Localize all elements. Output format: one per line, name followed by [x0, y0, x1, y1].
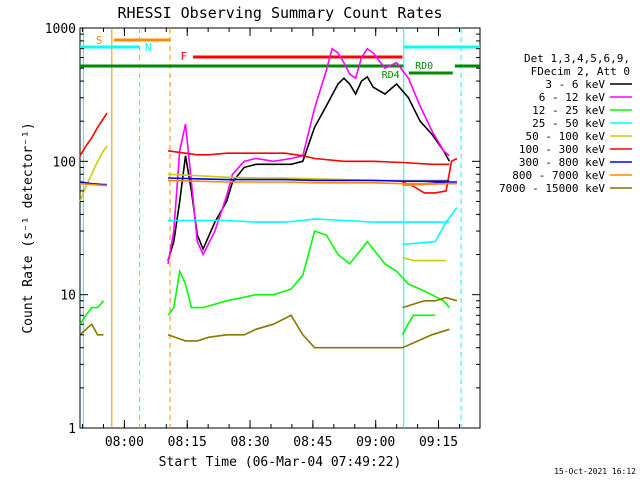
x-tick-label: 08:00 — [105, 435, 144, 450]
series-line-1-0 — [167, 47, 450, 265]
flag-bars: S N F RD4 RD0 — [80, 28, 480, 428]
x-tick-label: 09:15 — [419, 435, 458, 450]
series-line-8-2 — [402, 296, 458, 309]
series-line-4-2 — [402, 256, 447, 262]
flag-n-label: N — [145, 41, 152, 54]
legend-label-0: 3 - 6 keV — [545, 78, 605, 91]
series-line-3-1 — [402, 207, 458, 245]
legend-header-1: FDecim 2, Att 0 — [531, 65, 630, 78]
flag-rd4-label: RD4 — [382, 70, 400, 81]
series-line-7-0 — [79, 182, 107, 187]
series-line-7-2 — [402, 182, 457, 187]
x-tick-label: 09:00 — [356, 435, 395, 450]
series-line-8-0 — [79, 322, 104, 336]
legend-label-5: 100 - 300 keV — [519, 143, 605, 156]
plot-frame — [79, 27, 481, 429]
series-layer — [79, 47, 458, 349]
y-tick-label: 10 — [60, 289, 76, 304]
y-axis-label: Count Rate (s⁻¹ detector⁻¹) — [21, 122, 36, 333]
flag-f-label: F — [181, 50, 188, 63]
x-axis-label: Start Time (06-Mar-04 07:49:22) — [159, 455, 402, 470]
series-line-5-1 — [167, 150, 450, 166]
series-line-0-0 — [167, 75, 451, 261]
series-line-2-2 — [401, 314, 436, 336]
flag-s-label: S — [96, 34, 103, 47]
y-tick-label: 1000 — [45, 22, 76, 37]
y-tick-label: 100 — [53, 155, 76, 170]
legend-label-1: 6 - 12 keV — [539, 91, 606, 104]
series-line-6-1 — [167, 177, 450, 182]
series-line-3-0 — [168, 218, 450, 223]
series-line-2-0 — [79, 300, 105, 325]
legend-label-3: 25 - 50 keV — [532, 117, 605, 130]
legend: Det 1,3,4,5,6,9,FDecim 2, Att 03 - 6 keV… — [499, 52, 632, 195]
legend-label-7: 800 - 7000 keV — [512, 169, 605, 182]
series-line-7-1 — [167, 179, 450, 185]
legend-label-6: 300 - 800 keV — [519, 156, 605, 169]
legend-label-8: 7000 - 15000 keV — [499, 182, 605, 195]
y-tick-label: 1 — [68, 422, 76, 437]
legend-label-4: 50 - 100 keV — [526, 130, 606, 143]
x-tick-label: 08:30 — [230, 435, 269, 450]
x-tick-label: 08:45 — [293, 435, 332, 450]
series-line-5-2 — [402, 157, 458, 194]
series-line-2-1 — [167, 230, 451, 316]
legend-label-2: 12 - 25 keV — [532, 104, 605, 117]
chart-title: RHESSI Observing Summary Count Rates — [117, 4, 442, 22]
footer-date: 15-Oct-2021 16:12 — [554, 467, 636, 476]
series-line-4-0 — [79, 145, 108, 202]
x-tick-label: 08:15 — [168, 435, 207, 450]
legend-header-0: Det 1,3,4,5,6,9, — [524, 52, 630, 65]
series-line-6-0 — [79, 181, 107, 186]
flag-rd0-label: RD0 — [415, 61, 433, 72]
series-line-8-1 — [167, 314, 450, 349]
series-line-5-0 — [79, 112, 108, 157]
axes: 1 10 100 1000 08:00 08:15 08:30 08:45 09:00 09:15 — [45, 22, 480, 450]
